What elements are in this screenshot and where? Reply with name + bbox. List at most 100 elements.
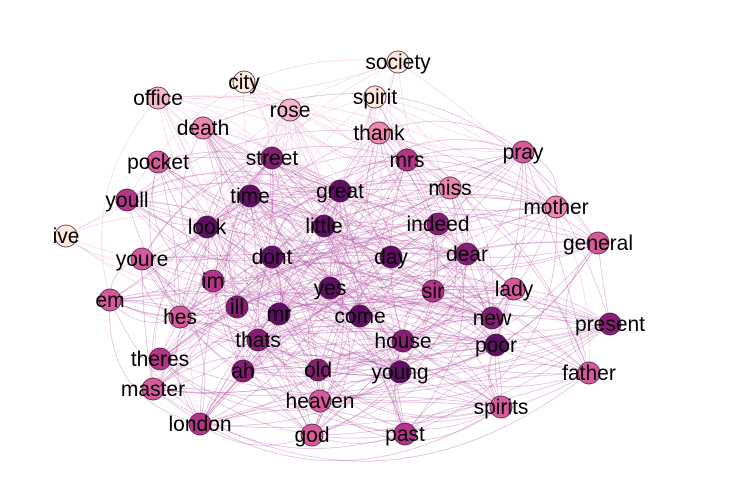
edge xyxy=(271,256,493,319)
edge xyxy=(249,195,404,342)
edge xyxy=(224,157,273,372)
node-label-god: god xyxy=(294,424,329,447)
edge xyxy=(141,252,468,260)
edge xyxy=(249,195,590,374)
edge xyxy=(159,340,319,371)
edge xyxy=(257,325,502,408)
edge xyxy=(311,323,611,436)
edge xyxy=(141,256,406,435)
edge xyxy=(406,159,557,208)
edge xyxy=(257,301,611,341)
edge xyxy=(206,211,325,228)
edge xyxy=(522,151,590,374)
node-label-spirits: spirits xyxy=(474,396,529,419)
edge xyxy=(126,195,251,225)
edge xyxy=(319,372,590,402)
edge xyxy=(317,315,611,371)
node-label-come: come xyxy=(334,305,385,328)
node-label-rose: rose xyxy=(270,99,311,122)
edge xyxy=(159,272,590,374)
edge xyxy=(249,195,331,289)
edge xyxy=(206,226,361,317)
edge xyxy=(141,258,434,306)
edge xyxy=(278,279,493,319)
edge xyxy=(199,372,590,428)
edge xyxy=(157,95,557,208)
node-time xyxy=(238,184,262,208)
edge xyxy=(289,109,408,164)
edge xyxy=(359,305,497,346)
edge xyxy=(311,206,557,436)
edge xyxy=(329,132,380,289)
edge xyxy=(329,187,451,289)
edge xyxy=(271,151,524,258)
edge xyxy=(366,132,434,292)
edge xyxy=(370,96,439,225)
edge xyxy=(249,195,502,408)
edge xyxy=(149,161,244,372)
edge xyxy=(242,225,325,372)
edge xyxy=(359,315,497,351)
node-young xyxy=(388,360,412,384)
edge xyxy=(199,223,439,425)
edge xyxy=(242,151,524,372)
edge xyxy=(157,97,238,308)
edge xyxy=(329,253,468,290)
node-label-ive: ive xyxy=(53,225,80,248)
edge xyxy=(179,316,611,402)
edge xyxy=(109,299,201,425)
edge xyxy=(271,157,599,258)
edge xyxy=(199,287,331,425)
edge xyxy=(311,206,557,436)
node-label-office: office xyxy=(133,87,183,110)
edge xyxy=(212,280,502,408)
edge xyxy=(175,280,214,425)
edge xyxy=(157,151,524,225)
edge xyxy=(319,344,497,402)
edge xyxy=(257,328,497,346)
edge xyxy=(271,157,362,317)
edge xyxy=(65,225,325,286)
node-label-time: time xyxy=(230,185,270,208)
edge xyxy=(243,81,392,258)
node-label-master: master xyxy=(121,378,185,401)
edge xyxy=(206,187,451,228)
node-dont xyxy=(260,245,284,269)
edge xyxy=(159,196,557,360)
edge xyxy=(378,132,497,346)
edge xyxy=(206,226,515,299)
edge xyxy=(323,225,590,374)
node-great xyxy=(328,179,352,203)
edge xyxy=(202,127,493,319)
edge xyxy=(278,313,401,373)
edge xyxy=(271,187,451,258)
node-thank xyxy=(367,121,391,145)
edge xyxy=(126,171,392,258)
node-label-lady: lady xyxy=(495,278,534,301)
node-label-general: general xyxy=(563,232,633,255)
edge xyxy=(399,253,468,373)
edge xyxy=(109,290,280,315)
node-youll xyxy=(115,188,139,212)
node-london xyxy=(188,412,212,436)
edge xyxy=(206,226,331,289)
edge xyxy=(249,189,557,208)
edge xyxy=(199,157,274,425)
edge xyxy=(236,243,468,308)
label-layer: society city spirit office rose death thank poc… xyxy=(53,51,646,447)
edge xyxy=(212,96,376,282)
edge xyxy=(152,340,404,394)
edge xyxy=(271,256,392,265)
node-thats xyxy=(246,328,270,352)
edge xyxy=(199,159,408,425)
edge xyxy=(289,109,408,162)
edge xyxy=(202,127,280,315)
node-label-dont: dont xyxy=(252,246,293,269)
edge xyxy=(271,256,493,319)
edge xyxy=(243,195,321,402)
edge xyxy=(157,161,493,319)
edge xyxy=(126,199,280,315)
edge xyxy=(399,159,438,373)
node-day xyxy=(379,245,403,269)
edge xyxy=(126,199,401,373)
